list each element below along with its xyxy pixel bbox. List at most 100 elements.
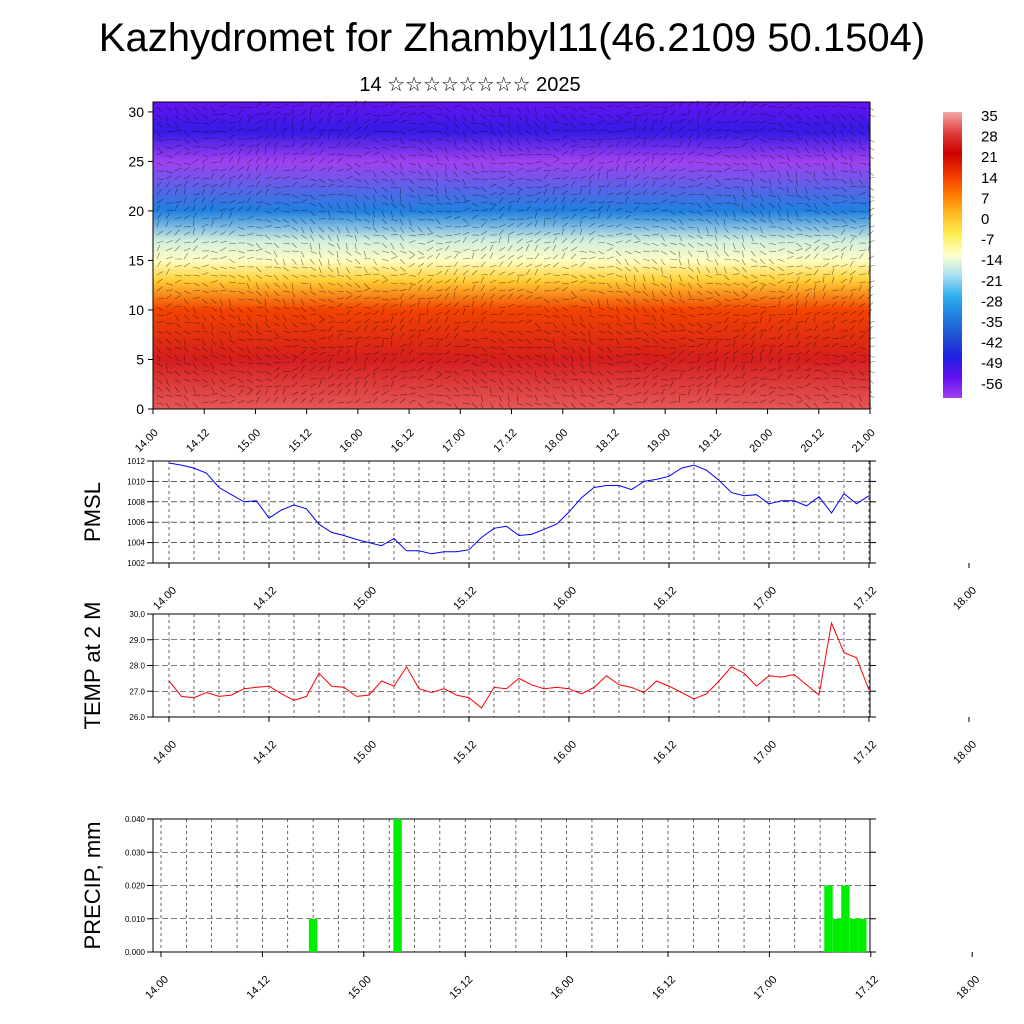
wind-vector (165, 362, 168, 370)
wind-vector (498, 206, 505, 212)
wind-vector (192, 228, 195, 236)
wind-vector (660, 218, 668, 221)
wind-vector (804, 138, 809, 146)
wind-vector (246, 114, 254, 118)
wind-vector (597, 106, 605, 110)
wind-vector (615, 164, 619, 172)
wind-vector (183, 180, 188, 188)
wind-vector (687, 346, 696, 348)
wind-vector (255, 102, 262, 108)
wind-vector (786, 332, 791, 340)
wind-vector (237, 226, 245, 230)
wind-vector (525, 114, 528, 122)
wind-vector (228, 212, 232, 220)
wind-vector (651, 156, 655, 164)
wind-vector (336, 210, 344, 213)
wind-vector (804, 288, 812, 292)
wind-vector (597, 165, 604, 172)
wind-vector (246, 149, 252, 156)
wind-vector (498, 261, 504, 268)
wind-vector (741, 333, 747, 340)
wind-vector (372, 160, 380, 164)
wind-vector (264, 188, 269, 196)
wind-vector (759, 186, 767, 189)
wind-vector (471, 138, 479, 143)
wind-vector (318, 234, 325, 240)
xsec-x-tick-label: 16.12 (389, 427, 417, 455)
wind-vector (705, 326, 712, 332)
wind-vector (660, 322, 667, 328)
wind-vector (435, 248, 443, 252)
wind-vector (633, 159, 641, 164)
wind-vector (444, 162, 447, 170)
wind-vector (759, 162, 764, 170)
wind-vector (525, 290, 533, 294)
wind-vector (669, 346, 677, 350)
wind-vector (642, 242, 650, 246)
wind-vector (318, 380, 322, 388)
wind-vector (165, 378, 169, 386)
wind-vector (237, 385, 245, 388)
wind-vector (678, 306, 683, 314)
wind-vector (660, 346, 668, 349)
wind-vector (840, 228, 846, 236)
wind-vector (831, 317, 837, 324)
wind-vector (417, 242, 425, 245)
wind-vector (579, 306, 587, 309)
wind-vector (381, 274, 388, 280)
wind-vector (453, 386, 459, 393)
wind-vector (669, 120, 677, 124)
wind-vector (660, 157, 667, 164)
wind-vector (480, 154, 487, 160)
wind-vector (714, 136, 722, 140)
wind-vector (804, 186, 808, 194)
wind-vector (660, 191, 668, 196)
wind-vector (354, 282, 361, 288)
wind-vector (696, 337, 704, 340)
wind-vector (633, 142, 640, 148)
wind-vector (165, 289, 173, 292)
wind-vector (228, 230, 235, 236)
wind-vector (156, 271, 164, 276)
wind-vector (804, 266, 812, 270)
wind-vector (534, 122, 540, 129)
wind-vector (246, 172, 251, 180)
wind-vector (660, 396, 665, 404)
wind-vector (165, 247, 173, 252)
wind-vector (723, 374, 730, 380)
wind-vector (840, 358, 847, 364)
wind-vector (795, 284, 799, 292)
wind-vector (426, 138, 432, 145)
wind-vector (840, 199, 848, 204)
wind-vector (840, 300, 846, 308)
wind-vector (786, 255, 794, 260)
wind-vector (264, 218, 272, 223)
wind-vector (597, 282, 606, 284)
wind-vector (705, 313, 713, 316)
wind-vector (201, 282, 209, 287)
wind-vector (588, 256, 596, 260)
wind-vector (498, 114, 506, 118)
wind-vector (849, 402, 855, 409)
wind-vector (228, 150, 235, 156)
wind-vector (624, 214, 631, 220)
wind-vector (192, 402, 199, 408)
pmsl-x-tick-label: 16.00 (551, 585, 579, 613)
wind-vector (246, 205, 252, 212)
wind-vector (759, 399, 767, 404)
temp-y-tick-label: 27.0 (129, 687, 145, 696)
wind-vector (408, 358, 416, 364)
wind-vector (165, 312, 173, 316)
wind-vector (516, 122, 521, 130)
wind-vector (201, 378, 209, 383)
wind-vector (795, 321, 803, 324)
wind-vector (705, 202, 711, 209)
wind-vector (372, 279, 380, 284)
wind-vector (534, 154, 542, 156)
wind-vector (543, 370, 551, 375)
wind-vector (678, 329, 686, 332)
wind-vector (831, 377, 839, 380)
pmsl-y-tick-label: 1010 (127, 477, 145, 486)
wind-vector (552, 338, 555, 346)
wind-vector (597, 257, 605, 260)
